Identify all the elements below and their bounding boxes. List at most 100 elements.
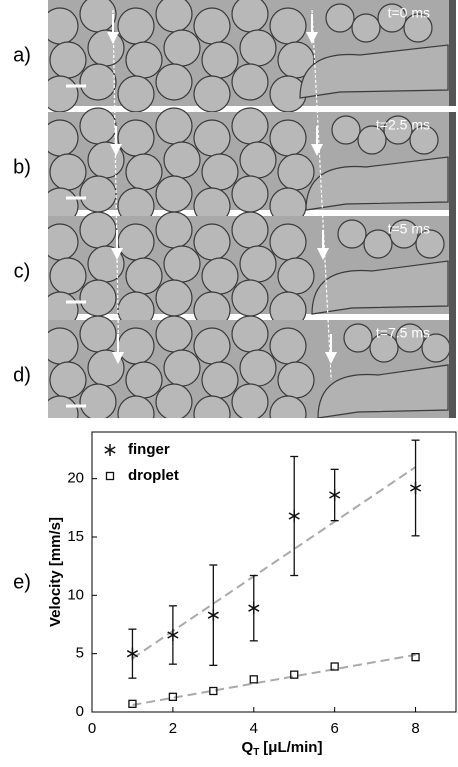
droplet <box>163 245 201 283</box>
panel-label: e) <box>13 571 31 593</box>
marker <box>168 692 178 701</box>
droplet <box>49 153 87 191</box>
droplet <box>231 315 269 353</box>
droplet <box>79 279 117 317</box>
droplet <box>363 229 393 259</box>
droplet <box>201 153 239 191</box>
y-tick-label: 0 <box>76 703 84 720</box>
droplet <box>193 327 231 365</box>
star-stroke <box>248 604 260 612</box>
droplet <box>155 211 193 249</box>
arrow-head <box>112 352 124 364</box>
square <box>411 653 420 662</box>
droplet <box>155 315 193 353</box>
droplet <box>231 175 269 213</box>
droplet <box>117 223 155 261</box>
droplet <box>193 75 231 113</box>
square <box>290 670 299 679</box>
droplet <box>79 107 117 145</box>
marker <box>290 670 299 679</box>
y-tick-label: 20 <box>67 470 84 487</box>
legend-label: finger <box>128 441 170 458</box>
droplet <box>351 13 381 43</box>
star-stroke <box>409 484 422 492</box>
x-axis-label: QT [μL/min] <box>242 739 323 758</box>
droplet <box>395 323 425 353</box>
marker <box>329 489 341 501</box>
marker <box>288 510 300 522</box>
droplet <box>155 279 193 317</box>
droplet <box>193 223 231 261</box>
finger <box>317 364 449 418</box>
marker <box>105 471 115 481</box>
marker <box>167 629 179 641</box>
droplet <box>117 119 155 157</box>
droplet <box>331 115 361 145</box>
droplet <box>201 41 239 79</box>
droplet <box>277 153 315 191</box>
arrow-head <box>306 32 318 44</box>
droplet <box>269 327 307 365</box>
droplet <box>117 395 155 418</box>
droplet <box>87 29 125 67</box>
droplet <box>193 395 231 418</box>
droplet <box>383 115 413 145</box>
fit-line <box>132 653 416 706</box>
x-axis-label-part: Q <box>242 739 254 756</box>
droplet <box>48 75 79 113</box>
track-line <box>112 9 120 353</box>
arrow-head <box>325 352 337 364</box>
droplet <box>155 175 193 213</box>
droplet <box>163 141 201 179</box>
droplet <box>409 125 439 155</box>
droplet <box>239 349 277 387</box>
plot-frame <box>91 431 457 713</box>
droplet <box>117 75 155 113</box>
droplet <box>48 119 79 157</box>
panel-label: d) <box>13 364 31 386</box>
y-axis-label: Velocity [mm/s] <box>47 517 64 627</box>
wall <box>449 112 456 218</box>
finger <box>311 260 449 315</box>
legend-label: droplet <box>128 467 179 484</box>
finger <box>299 44 449 99</box>
droplet <box>125 361 163 399</box>
x-tick-label: 2 <box>169 720 177 737</box>
panel <box>48 107 456 225</box>
micrographs <box>48 0 456 418</box>
droplet <box>117 327 155 365</box>
wall <box>449 320 456 418</box>
droplet <box>239 29 277 67</box>
droplet <box>337 219 367 249</box>
droplet <box>49 361 87 399</box>
droplet <box>357 125 387 155</box>
droplet <box>48 223 79 261</box>
star-stroke <box>104 446 116 454</box>
droplet <box>269 119 307 157</box>
droplet <box>231 63 269 101</box>
panel-label: b) <box>13 156 31 178</box>
droplet <box>231 279 269 317</box>
droplet <box>117 7 155 45</box>
marker <box>209 686 218 696</box>
droplet <box>79 0 117 33</box>
panel-label: c) <box>14 260 31 282</box>
arrow-head <box>110 144 122 156</box>
x-axis-label-part: T <box>253 747 259 758</box>
marker <box>411 653 420 662</box>
droplet <box>155 107 193 145</box>
droplet <box>49 41 87 79</box>
droplet <box>231 107 269 145</box>
star-stroke <box>207 611 219 619</box>
marker <box>409 482 422 494</box>
droplet <box>415 229 445 259</box>
star-stroke <box>167 631 179 639</box>
fit-line <box>131 466 417 660</box>
wall <box>449 216 456 322</box>
y-tick-label: 5 <box>76 645 84 662</box>
droplet <box>269 223 307 261</box>
droplet <box>239 245 277 283</box>
time-label: t=0 ms <box>388 5 430 21</box>
droplet <box>269 395 307 418</box>
panel <box>48 315 456 418</box>
